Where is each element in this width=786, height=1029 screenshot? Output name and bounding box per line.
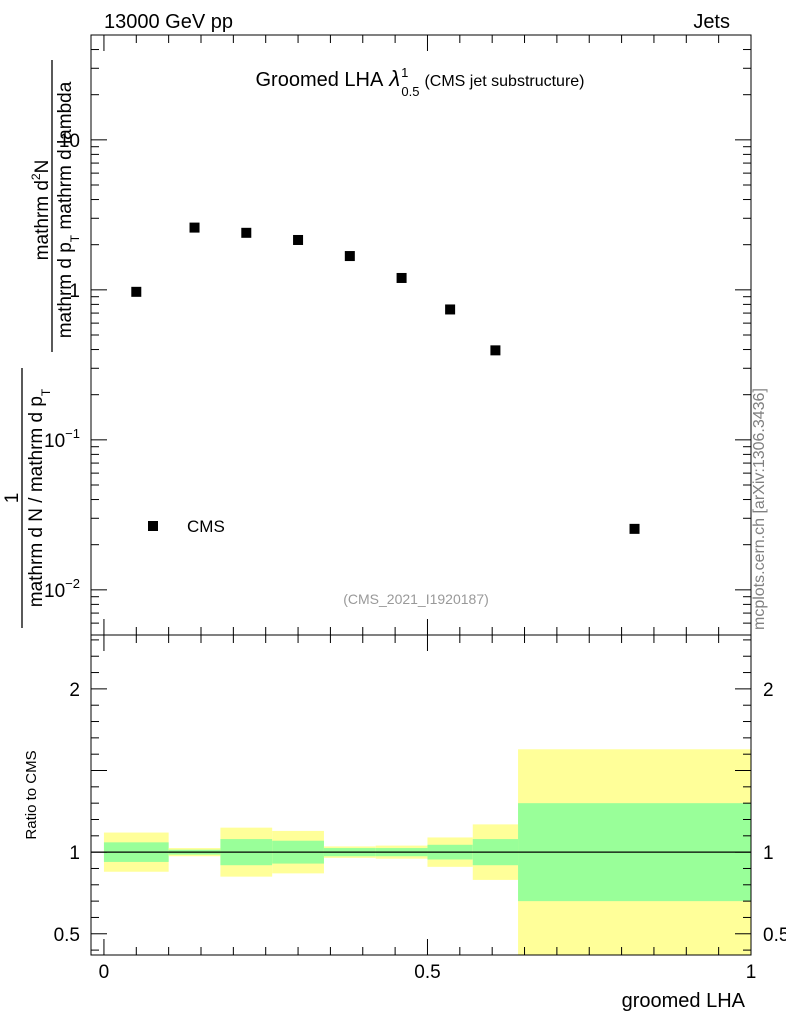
- ratio-y-tick-label-right: 0.5: [763, 925, 786, 946]
- ylabel-numerator: mathrm d2N: [29, 160, 53, 261]
- ylabel-den-main: mathrm d p: [55, 242, 76, 338]
- y-tick-label: 1: [69, 281, 80, 302]
- ylabel-pre-sub: T: [39, 388, 53, 396]
- legend-label: CMS: [187, 517, 225, 536]
- x-tick-label: 1: [746, 962, 757, 983]
- y-tick-label: 10−2: [44, 576, 80, 602]
- ratio-y-tick-label-left: 0.5: [54, 925, 80, 946]
- data-point: [396, 272, 407, 283]
- y-tick-label-base: 10: [44, 581, 65, 602]
- y-tick-label-exp: −1: [65, 426, 80, 441]
- x-axis-label: groomed LHA: [622, 990, 746, 1012]
- data-point: [131, 286, 142, 297]
- analysis-id: (CMS_2021_I1920187): [343, 591, 489, 607]
- title-sup: 1: [401, 65, 408, 80]
- process-label: Jets: [693, 11, 730, 33]
- y-tick-label-base: 10: [44, 431, 65, 452]
- ylabel-pre-main: mathrm d N / mathrm d p: [26, 396, 47, 607]
- ylabel-den-end: mathrm d lambda: [55, 81, 76, 235]
- ylabel-num-sup: 2: [29, 173, 43, 180]
- ylabel-num-main: mathrm d: [32, 180, 53, 260]
- ratio-y-tick-label-left: 1: [69, 843, 80, 864]
- title-lambda: λ: [388, 66, 400, 91]
- y-tick-label: 10: [59, 131, 80, 152]
- y-axis-label: mathrm d2N mathrm d pT mathrm d lambda 1…: [2, 60, 82, 628]
- data-point: [344, 251, 355, 262]
- data-point: [189, 222, 200, 233]
- main-x-ticks: [103, 35, 752, 635]
- energy-label: 13000 GeV pp: [104, 11, 233, 33]
- ylabel-prefactor: mathrm d N / mathrm d pT: [26, 388, 53, 607]
- ylabel-prefactor-one: 1: [2, 493, 23, 504]
- watermark: mcplots.cern.ch [arXiv:1306.3436]: [751, 388, 768, 630]
- title-sub: 0.5: [401, 84, 419, 99]
- y-tick-label-exp: −2: [65, 576, 80, 591]
- data-point: [629, 523, 640, 534]
- x-tick-label: 0.5: [414, 962, 440, 983]
- ratio-y-tick-label-right: 2: [763, 680, 774, 701]
- data-point: [490, 345, 501, 356]
- ylabel-den-sub: T: [68, 234, 82, 242]
- title-suffix: (CMS jet substructure): [424, 73, 584, 90]
- legend-marker: [148, 521, 158, 531]
- ratio-y-tick-label-left: 2: [69, 680, 80, 701]
- main-plot-frame: [90, 34, 752, 636]
- y-tick-label: 10−1: [44, 426, 80, 452]
- x-tick-label: 0: [99, 962, 110, 983]
- ratio-ticks: 2 2 1 1 0.5 0.5 0 0.5 1: [54, 635, 786, 983]
- data-points: [131, 222, 640, 534]
- ratio-ylabel: Ratio to CMS: [23, 750, 40, 839]
- ylabel-num-end: N: [32, 160, 53, 174]
- data-point: [445, 304, 456, 315]
- title-main: Groomed LHA: [255, 69, 383, 91]
- data-point: [293, 234, 304, 245]
- main-title: Groomed LHA λ1 0.5 (CMS jet substructure): [255, 65, 584, 99]
- ylabel-denominator: mathrm d pT mathrm d lambda: [55, 81, 82, 338]
- ratio-plot-frame: [90, 634, 752, 956]
- data-point: [241, 227, 252, 238]
- ratio-y-tick-label-right: 1: [763, 843, 774, 864]
